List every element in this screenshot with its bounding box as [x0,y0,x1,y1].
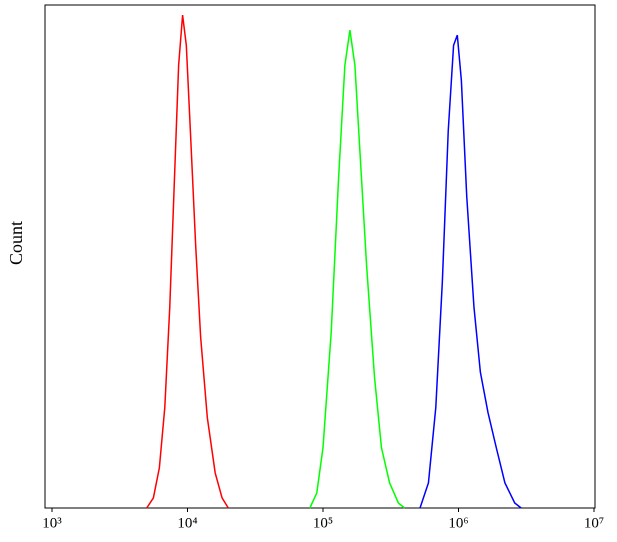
x-tick-label: 10⁷ [584,515,604,531]
histogram-line [146,14,229,509]
histogram-line [419,34,522,509]
x-tick-label: 10⁶ [448,515,468,531]
y-axis-label: Count [6,221,26,265]
x-tick-label: 10⁴ [177,515,197,531]
plot-frame [44,4,596,509]
histogram-line [309,30,406,509]
x-tick-label: 10⁵ [313,515,333,531]
x-tick-label: 10³ [42,515,62,531]
